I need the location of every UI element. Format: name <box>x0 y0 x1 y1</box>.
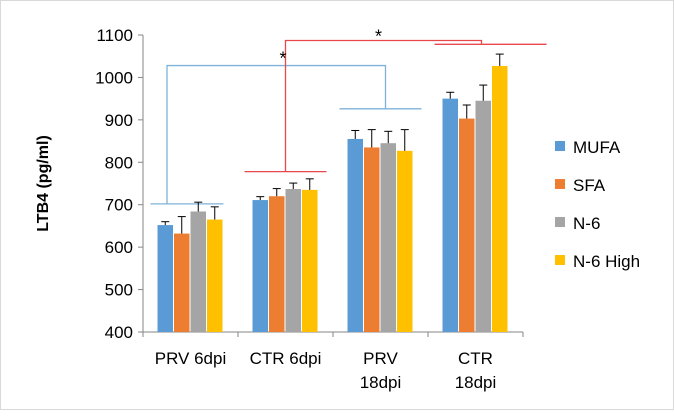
significance-star: * <box>375 27 382 47</box>
legend-label: N-6 High <box>573 252 640 271</box>
legend-swatch <box>555 179 565 189</box>
y-tick-label: 500 <box>105 281 133 300</box>
x-category-label: 18dpi <box>455 373 497 392</box>
significance-brackets <box>150 39 547 205</box>
x-category-label: 18dpi <box>360 373 402 392</box>
x-category-label: PRV <box>363 349 398 368</box>
legend-label: MUFA <box>573 138 621 157</box>
bar <box>174 233 190 332</box>
bracket-line <box>166 64 387 204</box>
y-tick-label: 600 <box>105 238 133 257</box>
x-category-label: PRV 6dpi <box>155 349 227 368</box>
bar <box>459 118 475 332</box>
legend-label: N-6 <box>573 214 600 233</box>
bar <box>157 225 173 332</box>
bar <box>302 189 318 332</box>
bar <box>380 143 396 332</box>
bar <box>475 100 491 332</box>
y-tick-label: 700 <box>105 196 133 215</box>
bar <box>364 147 380 332</box>
legend: MUFA SFA N-6 N-6 High <box>555 138 640 271</box>
bar <box>252 200 268 332</box>
legend-swatch <box>555 255 565 265</box>
y-tick-label: 900 <box>105 111 133 130</box>
legend-swatch <box>555 217 565 227</box>
bar <box>269 196 285 332</box>
bracket-line <box>284 39 483 172</box>
bars <box>157 53 508 333</box>
y-tick-label: 800 <box>105 153 133 172</box>
y-tick-label: 1000 <box>95 68 133 87</box>
y-tick-label: 400 <box>105 323 133 342</box>
bar <box>442 98 458 333</box>
x-category-label: CTR 6dpi <box>250 349 322 368</box>
x-category-label: CTR <box>458 349 493 368</box>
labels: 400 500 600 700 800 900 1000 1100 LTB4 (pg/ml) PR… <box>35 26 496 392</box>
bar <box>285 189 301 332</box>
bar <box>492 65 508 333</box>
bar <box>190 211 206 332</box>
bar <box>397 150 413 332</box>
y-axis-label: LTB4 (pg/ml) <box>35 135 52 232</box>
bar <box>207 219 223 332</box>
significance-star: * <box>279 49 286 69</box>
legend-label: SFA <box>573 176 606 195</box>
y-tick-label: 1100 <box>96 26 133 45</box>
bar <box>347 138 363 332</box>
legend-swatch <box>555 141 565 151</box>
